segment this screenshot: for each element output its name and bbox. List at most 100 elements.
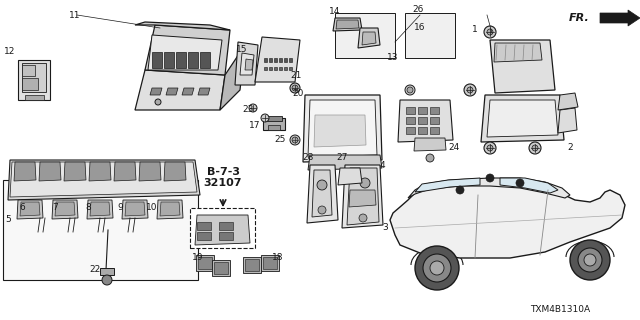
Bar (284, 58, 287, 62)
Polygon shape (198, 257, 212, 269)
Circle shape (415, 246, 459, 290)
Polygon shape (152, 52, 162, 68)
Bar (189, 208, 255, 248)
Circle shape (484, 142, 496, 154)
Polygon shape (39, 162, 61, 181)
Text: 16: 16 (414, 23, 426, 33)
Text: B-7-3: B-7-3 (207, 167, 239, 177)
Circle shape (430, 261, 444, 275)
Text: 24: 24 (449, 143, 460, 153)
Bar (273, 67, 276, 69)
Polygon shape (18, 60, 50, 100)
Polygon shape (64, 162, 86, 181)
Polygon shape (25, 95, 44, 100)
Polygon shape (358, 28, 380, 48)
Circle shape (467, 87, 473, 93)
Polygon shape (308, 155, 382, 170)
Polygon shape (414, 138, 446, 151)
Polygon shape (261, 255, 279, 271)
Polygon shape (347, 168, 379, 225)
Polygon shape (145, 25, 230, 75)
Polygon shape (267, 116, 282, 121)
Polygon shape (245, 59, 253, 70)
Polygon shape (157, 200, 183, 219)
Text: 28: 28 (302, 154, 314, 163)
Polygon shape (263, 118, 285, 130)
Text: 8: 8 (85, 204, 91, 212)
Polygon shape (500, 178, 558, 193)
Circle shape (486, 174, 494, 182)
Polygon shape (22, 63, 46, 92)
Bar (269, 58, 271, 62)
Polygon shape (55, 202, 75, 216)
Bar (417, 116, 426, 124)
Circle shape (426, 154, 434, 162)
Text: 9: 9 (117, 204, 123, 212)
Text: 20: 20 (292, 89, 304, 98)
Text: 18: 18 (272, 253, 284, 262)
Bar (284, 67, 287, 69)
Circle shape (529, 142, 541, 154)
Circle shape (456, 186, 464, 194)
Circle shape (487, 145, 493, 151)
Polygon shape (490, 40, 555, 93)
Bar (264, 58, 266, 62)
Polygon shape (303, 95, 382, 162)
Polygon shape (415, 178, 480, 192)
Polygon shape (487, 100, 558, 137)
Text: 21: 21 (291, 70, 301, 79)
Polygon shape (398, 100, 453, 142)
Polygon shape (52, 200, 78, 219)
Circle shape (487, 29, 493, 35)
Polygon shape (14, 162, 36, 181)
Circle shape (532, 145, 538, 151)
Polygon shape (164, 162, 186, 181)
Polygon shape (8, 160, 200, 200)
Bar (273, 58, 276, 62)
Polygon shape (336, 20, 359, 29)
Circle shape (405, 85, 415, 95)
Polygon shape (494, 43, 542, 62)
Circle shape (516, 179, 524, 187)
Polygon shape (160, 202, 180, 216)
Polygon shape (245, 259, 259, 271)
Polygon shape (17, 200, 43, 219)
Text: 22: 22 (90, 266, 100, 275)
Bar (219, 222, 233, 230)
Polygon shape (125, 202, 145, 216)
Text: 11: 11 (69, 11, 81, 20)
Polygon shape (268, 125, 280, 130)
Circle shape (359, 214, 367, 222)
Polygon shape (333, 18, 362, 31)
Polygon shape (312, 170, 332, 217)
Circle shape (464, 84, 476, 96)
Bar (197, 222, 211, 230)
Polygon shape (200, 52, 210, 68)
Polygon shape (89, 162, 111, 181)
Bar (406, 116, 415, 124)
Polygon shape (255, 37, 300, 82)
Text: 32107: 32107 (204, 178, 243, 188)
Polygon shape (176, 52, 186, 68)
Polygon shape (408, 178, 570, 198)
Text: 19: 19 (192, 253, 204, 262)
Text: 13: 13 (387, 53, 399, 62)
Polygon shape (196, 255, 214, 271)
Polygon shape (87, 200, 113, 219)
Polygon shape (122, 200, 148, 219)
Polygon shape (114, 162, 136, 181)
Circle shape (578, 248, 602, 272)
Circle shape (155, 99, 161, 105)
Circle shape (292, 137, 298, 143)
Polygon shape (342, 165, 383, 228)
Text: 1: 1 (472, 26, 478, 35)
Polygon shape (139, 162, 161, 181)
Bar (405, 12, 455, 58)
Polygon shape (22, 78, 38, 90)
Polygon shape (150, 88, 162, 95)
Polygon shape (10, 162, 197, 197)
Circle shape (261, 114, 269, 122)
Polygon shape (182, 88, 194, 95)
Bar (417, 126, 426, 133)
FancyArrow shape (600, 10, 640, 26)
